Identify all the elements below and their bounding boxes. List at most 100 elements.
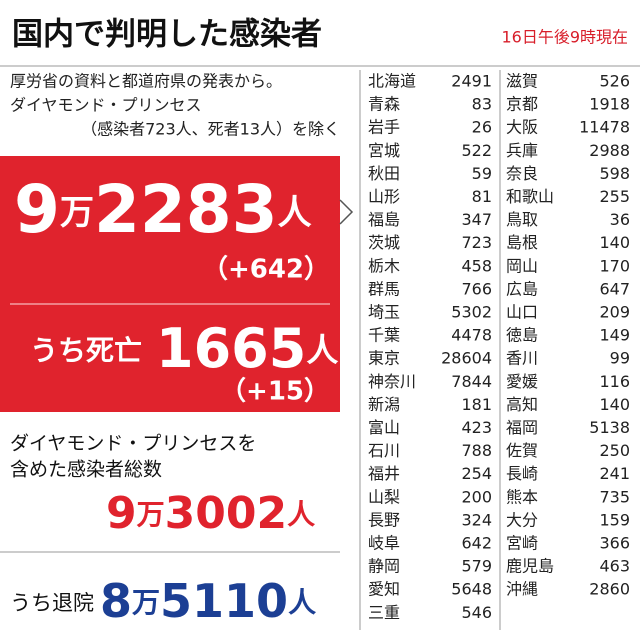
count: 5302 bbox=[451, 303, 492, 322]
count: 36 bbox=[610, 210, 630, 229]
prefecture: 鳥取 bbox=[506, 210, 538, 229]
count: 5648 bbox=[451, 580, 492, 599]
prefecture: 京都 bbox=[506, 95, 538, 114]
prefecture: 群馬 bbox=[368, 279, 400, 298]
prefecture: 高知 bbox=[506, 395, 538, 414]
count: 647 bbox=[599, 279, 630, 298]
count: 99 bbox=[610, 349, 630, 368]
count: 579 bbox=[461, 557, 492, 576]
prefecture: 愛媛 bbox=[506, 372, 538, 391]
prefecture: 福島 bbox=[368, 210, 400, 229]
prefecture: 大阪 bbox=[506, 118, 538, 137]
count: 159 bbox=[599, 510, 630, 529]
count: 546 bbox=[461, 603, 492, 622]
prefecture: 宮城 bbox=[368, 141, 400, 160]
prefecture: 滋賀 bbox=[506, 72, 538, 91]
note: （感染者723人、死者13人）を除く bbox=[81, 120, 340, 139]
count: 250 bbox=[599, 441, 630, 460]
count: 254 bbox=[461, 464, 492, 483]
count: 200 bbox=[461, 487, 492, 506]
prefecture: 山形 bbox=[368, 187, 400, 206]
prefecture: 青森 bbox=[368, 95, 400, 114]
count: 4478 bbox=[451, 326, 492, 345]
count: 81 bbox=[472, 187, 492, 206]
prefecture: 新潟 bbox=[368, 395, 400, 414]
count: 5138 bbox=[589, 418, 630, 437]
count: 181 bbox=[461, 395, 492, 414]
count: 598 bbox=[599, 164, 630, 183]
prefecture: 岡山 bbox=[506, 256, 538, 275]
pointer bbox=[339, 199, 354, 225]
with-ship-label: 含めた感染者総数 bbox=[10, 459, 162, 481]
prefecture: 広島 bbox=[506, 279, 538, 298]
prefecture: 茨城 bbox=[368, 233, 400, 252]
count: 83 bbox=[472, 95, 492, 114]
count: 140 bbox=[599, 233, 630, 252]
count: 255 bbox=[599, 187, 630, 206]
with-ship-total: 9万3002人 bbox=[106, 488, 315, 539]
count: 2491 bbox=[451, 72, 492, 91]
prefecture-table: 北海道 2491 青森 83 岩手 26 宮城 522 秋田 59 山形 81 福島 347 茨城 723 栃木… bbox=[368, 72, 630, 622]
count: 2860 bbox=[589, 580, 630, 599]
prefecture: 神奈川 bbox=[368, 372, 416, 391]
count: 522 bbox=[461, 141, 492, 160]
count: 1918 bbox=[589, 95, 630, 114]
count: 26 bbox=[472, 118, 492, 137]
count: 324 bbox=[461, 510, 492, 529]
prefecture: 熊本 bbox=[506, 487, 538, 506]
prefecture: 岐阜 bbox=[368, 534, 400, 553]
prefecture: 兵庫 bbox=[506, 141, 538, 160]
prefecture: 静岡 bbox=[368, 557, 400, 576]
note: ダイヤモンド・プリンセス bbox=[10, 96, 202, 115]
count: 366 bbox=[599, 534, 630, 553]
count: 423 bbox=[461, 418, 492, 437]
prefecture: 埼玉 bbox=[368, 303, 400, 322]
prefecture: 長崎 bbox=[506, 464, 538, 483]
deaths-change: （+15） bbox=[220, 377, 330, 407]
count: 642 bbox=[461, 534, 492, 553]
count: 241 bbox=[599, 464, 630, 483]
prefecture: 千葉 bbox=[368, 326, 400, 345]
prefecture: 福井 bbox=[368, 464, 400, 483]
count: 28604 bbox=[441, 349, 492, 368]
count: 526 bbox=[599, 72, 630, 91]
with-ship-label: ダイヤモンド・プリンセスを bbox=[10, 433, 256, 455]
count: 7844 bbox=[451, 372, 492, 391]
prefecture: 栃木 bbox=[368, 256, 400, 275]
count: 149 bbox=[599, 326, 630, 345]
prefecture: 秋田 bbox=[368, 164, 400, 183]
count: 2988 bbox=[589, 141, 630, 160]
prefecture: 愛知 bbox=[368, 580, 400, 599]
count: 723 bbox=[461, 233, 492, 252]
prefecture: 宮崎 bbox=[506, 534, 538, 553]
prefecture: 徳島 bbox=[506, 326, 538, 345]
deaths: うち死亡 1665人 bbox=[30, 317, 338, 380]
prefecture: 島根 bbox=[506, 233, 538, 252]
count: 116 bbox=[599, 372, 630, 391]
total-change: （+642） bbox=[202, 255, 330, 285]
date: 16日午後9時現在 bbox=[501, 28, 628, 47]
prefecture: 岩手 bbox=[368, 118, 400, 137]
prefecture: 和歌山 bbox=[506, 187, 554, 206]
count: 463 bbox=[599, 557, 630, 576]
prefecture: 三重 bbox=[368, 603, 400, 622]
prefecture: 東京 bbox=[368, 349, 400, 368]
prefecture: 北海道 bbox=[368, 72, 416, 91]
prefecture: 奈良 bbox=[506, 164, 538, 183]
prefecture: 大分 bbox=[506, 510, 538, 529]
prefecture: 香川 bbox=[506, 349, 538, 368]
note: 厚労省の資料と都道府県の発表から。 bbox=[10, 72, 282, 91]
prefecture: 佐賀 bbox=[506, 441, 538, 460]
recovered: うち退院 8万5110人 bbox=[10, 574, 316, 628]
prefecture: 鹿児島 bbox=[506, 557, 554, 576]
prefecture: 山梨 bbox=[368, 487, 400, 506]
total: 9万2283人 bbox=[14, 171, 312, 248]
prefecture: 沖縄 bbox=[506, 580, 538, 599]
count: 140 bbox=[599, 395, 630, 414]
count: 788 bbox=[461, 441, 492, 460]
prefecture: 富山 bbox=[368, 418, 400, 437]
count: 458 bbox=[461, 256, 492, 275]
count: 766 bbox=[461, 279, 492, 298]
count: 209 bbox=[599, 303, 630, 322]
